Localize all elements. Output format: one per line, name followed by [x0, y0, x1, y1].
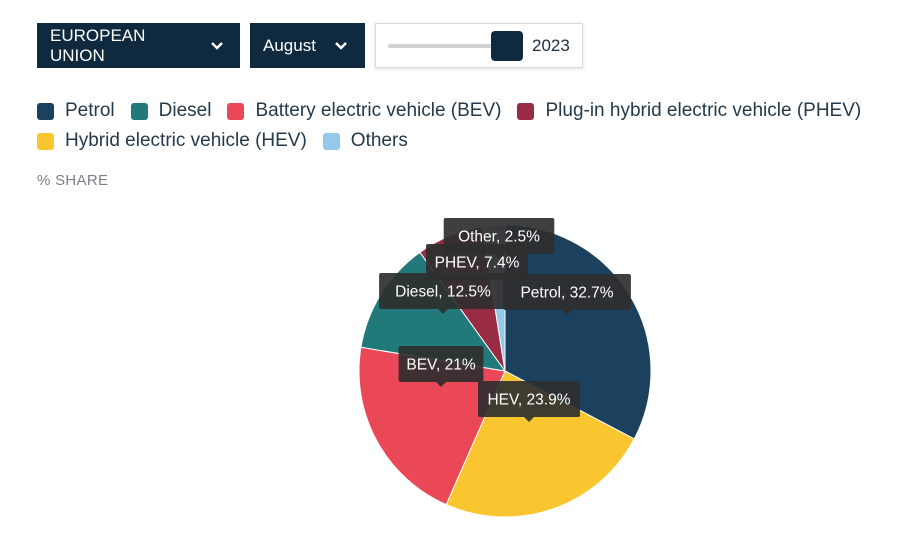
pie-slice-bev[interactable]: [358, 346, 506, 506]
filter-controls: EUROPEAN UNION August 2023: [37, 23, 583, 68]
legend-swatch: [322, 132, 340, 150]
legend-item-petrol[interactable]: Petrol: [37, 100, 115, 122]
year-slider-thumb[interactable]: [491, 31, 523, 61]
legend-swatch: [37, 132, 54, 150]
legend-swatch: [517, 102, 535, 120]
year-slider[interactable]: 2023: [375, 23, 583, 68]
legend-item-hev[interactable]: Hybrid electric vehicle (HEV): [37, 130, 307, 152]
legend-item-bev[interactable]: Battery electric vehicle (BEV): [227, 100, 501, 122]
legend-item-diesel[interactable]: Diesel: [130, 100, 212, 122]
year-slider-track[interactable]: [388, 44, 506, 48]
legend-item-others[interactable]: Others: [322, 130, 408, 152]
legend-label: Battery electric vehicle (BEV): [255, 100, 502, 121]
legend-label: Hybrid electric vehicle (HEV): [65, 130, 307, 151]
chevron-down-icon: [210, 41, 224, 51]
legend-swatch: [130, 102, 148, 120]
region-dropdown-label: EUROPEAN UNION: [50, 25, 146, 65]
legend-label: Plug-in hybrid electric vehicle (PHEV): [545, 100, 862, 121]
legend-label: Petrol: [65, 100, 115, 121]
unit-label: % SHARE: [37, 172, 109, 189]
region-dropdown[interactable]: EUROPEAN UNION: [37, 23, 240, 68]
legend-label: Diesel: [158, 100, 212, 121]
chevron-down-icon: [334, 41, 348, 51]
year-slider-value: 2023: [532, 36, 570, 55]
chart-legend: Petrol Diesel Battery electric vehicle (…: [37, 96, 897, 156]
legend-swatch: [227, 102, 245, 120]
legend-row: Hybrid electric vehicle (HEV) Others: [37, 126, 897, 156]
legend-label: Others: [350, 130, 408, 151]
legend-item-phev[interactable]: Plug-in hybrid electric vehicle (PHEV): [517, 100, 861, 122]
month-dropdown[interactable]: August: [250, 23, 365, 68]
legend-row: Petrol Diesel Battery electric vehicle (…: [37, 96, 897, 126]
legend-swatch: [37, 102, 54, 120]
month-dropdown-label: August: [263, 35, 316, 55]
